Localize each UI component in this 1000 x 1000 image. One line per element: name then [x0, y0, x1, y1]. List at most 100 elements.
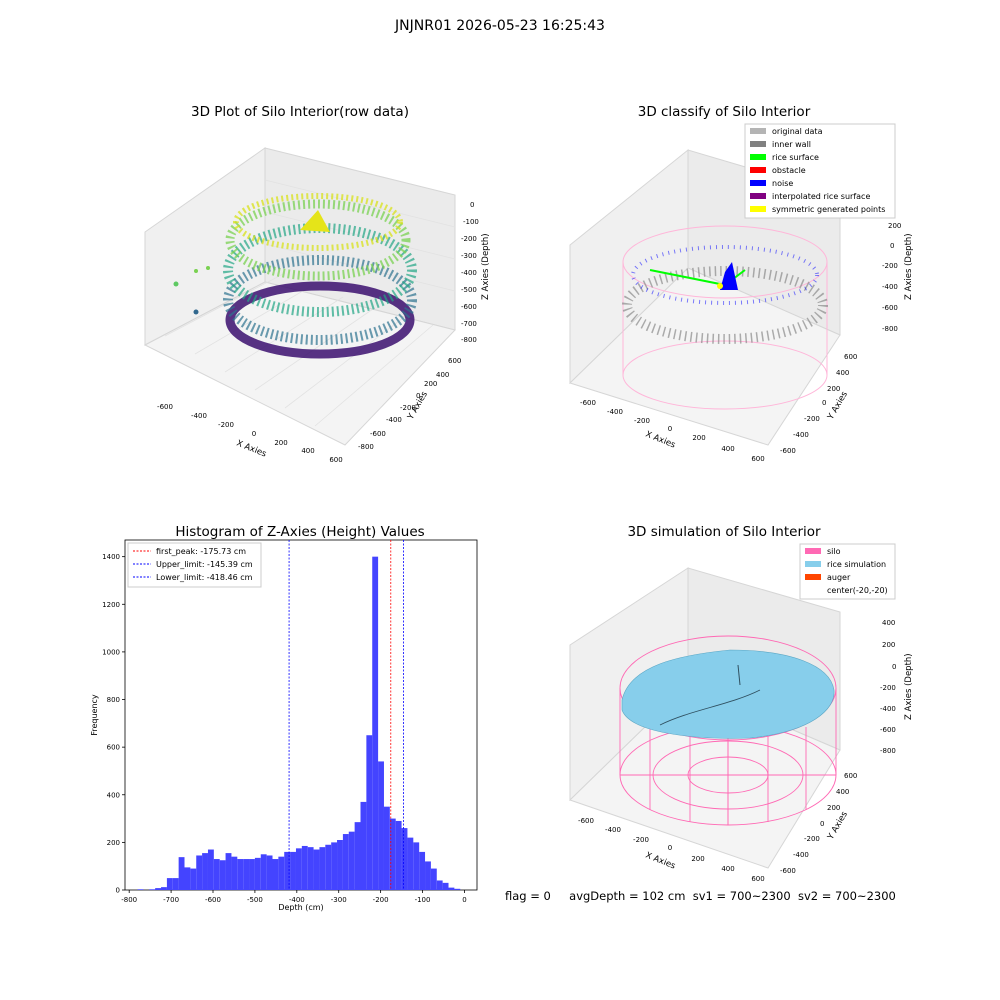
simulation-y-tick: -400 [793, 851, 809, 859]
classify-y-tick: 0 [822, 399, 826, 407]
rice-simulation-surface [621, 649, 835, 739]
histogram-bar [383, 806, 390, 890]
histogram-bar [378, 761, 384, 890]
simulation-y-tick: 400 [836, 788, 849, 796]
simulation-plot-title: 3D simulation of Silo Interior [627, 524, 821, 540]
histogram-bar [278, 856, 285, 890]
histogram-chart: -800 -700 -600 -500 -400 -300 -200 -100 0 0 200 40… [90, 539, 478, 912]
histogram-bar [225, 853, 232, 890]
histogram-bar [161, 887, 167, 890]
legend-label: inner wall [772, 140, 811, 149]
simulation-z-label: Z Axies (Depth) [904, 653, 914, 720]
raw-z-tick: -600 [461, 303, 477, 311]
simulation-x-tick: 600 [751, 875, 764, 883]
simulation-z-tick: -400 [880, 705, 896, 713]
histogram-bar [348, 831, 355, 890]
histogram-bar [137, 889, 144, 890]
legend-label: noise [772, 179, 793, 188]
histogram-bar [290, 851, 296, 890]
legend-label: Upper_limit: -145.39 cm [156, 560, 253, 569]
raw-3d-plot: -600 -400 -200 0 200 400 600 X Axies 600… [143, 147, 491, 464]
simulation-z-tick: -200 [880, 684, 896, 692]
histogram-bar [231, 856, 238, 890]
legend-swatch [805, 548, 821, 554]
raw-x-tick: 0 [252, 430, 256, 438]
legend-swatch [750, 154, 766, 160]
classify-x-label: X Axies [644, 430, 677, 451]
histogram-bar [260, 854, 267, 890]
classify-z-tick: 200 [888, 222, 901, 230]
legend-label: silo [827, 547, 841, 556]
histogram-bar [155, 888, 162, 890]
legend-label: auger [827, 573, 851, 582]
classify-y-tick: -400 [793, 431, 809, 439]
histogram-bar [202, 853, 208, 890]
legend-swatch [750, 141, 766, 147]
legend-label: center(-20,-20) [827, 586, 888, 595]
histogram-bar [354, 822, 361, 890]
histogram-x-label: Depth (cm) [278, 903, 323, 912]
sv2-value: sv2 = 700~2300 [797, 889, 896, 903]
classify-3d-plot: original data inner wall rice surface ob… [569, 123, 914, 463]
classify-x-tick: 0 [668, 425, 672, 433]
histogram-plot-area [124, 539, 478, 891]
histogram-y-tick: 600 [107, 744, 120, 752]
raw-z-tick: -700 [461, 320, 477, 328]
simulation-z-tick: 0 [892, 663, 896, 671]
raw-x-tick: -200 [218, 421, 234, 429]
histogram-bar [325, 844, 332, 890]
legend-swatch [805, 574, 821, 580]
histogram-bar [430, 868, 437, 890]
raw-z-tick: -500 [461, 286, 477, 294]
histogram-bar [407, 837, 414, 890]
simulation-z-tick: -600 [880, 726, 896, 734]
raw-y-tick: -800 [358, 443, 374, 451]
legend-label: obstacle [772, 166, 806, 175]
histogram-bar [366, 735, 373, 890]
histogram-y-tick: 800 [107, 696, 120, 704]
histogram-bar [295, 848, 302, 890]
histogram-legend: first_peak: -175.73 cm Upper_limit: -145… [127, 542, 262, 588]
histogram-bar [166, 878, 173, 890]
histogram-bar [284, 851, 291, 890]
classify-z-label: Z Axies (Depth) [904, 233, 914, 300]
legend-swatch [750, 180, 766, 186]
simulation-x-label: X Axies [644, 851, 677, 872]
classify-y-tick: 400 [836, 369, 849, 377]
histogram-bar [237, 859, 244, 890]
histogram-bar [413, 842, 420, 890]
raw-z-tick: -100 [463, 218, 479, 226]
legend-label: first_peak: -175.73 cm [156, 547, 246, 556]
status-line: flag = 0 avgDepth = 102 cm sv1 = 700~230… [505, 889, 896, 903]
classify-z-tick: -200 [882, 262, 898, 270]
histogram-bar [337, 840, 343, 890]
classify-z-tick: -400 [882, 283, 898, 291]
histogram-bar [243, 859, 250, 890]
histogram-bar [149, 889, 156, 890]
classify-y-tick: 200 [827, 385, 840, 393]
raw-x-tick: 400 [301, 447, 314, 455]
histogram-bar [196, 855, 203, 890]
histogram-bar [272, 859, 279, 890]
raw-z-tick: -200 [461, 235, 477, 243]
classify-point-cloud [622, 225, 828, 410]
raw-y-tick: -200 [400, 404, 416, 412]
histogram-bar [372, 556, 379, 890]
classify-x-tick: -200 [634, 417, 650, 425]
silo-wireframe [619, 635, 837, 826]
legend-swatch [750, 167, 766, 173]
simulation-z-tick: -800 [880, 747, 896, 755]
histogram-title: Histogram of Z-Axies (Height) Values [175, 524, 425, 540]
histogram-bar [307, 847, 314, 890]
raw-y-tick: 600 [448, 357, 461, 365]
legend-label: original data [772, 127, 823, 136]
histogram-bar [219, 860, 226, 890]
avg-depth-value: avgDepth = 102 cm [569, 889, 686, 903]
simulation-x-tick: -600 [578, 817, 594, 825]
histogram-x-tick: -200 [373, 896, 389, 904]
simulation-y-label: Y Axies [825, 809, 850, 842]
legend-label: symmetric generated points [772, 205, 885, 214]
histogram-y-tick: 0 [116, 887, 120, 895]
raw-y-tick: 400 [436, 371, 449, 379]
simulation-y-tick: 0 [820, 820, 824, 828]
